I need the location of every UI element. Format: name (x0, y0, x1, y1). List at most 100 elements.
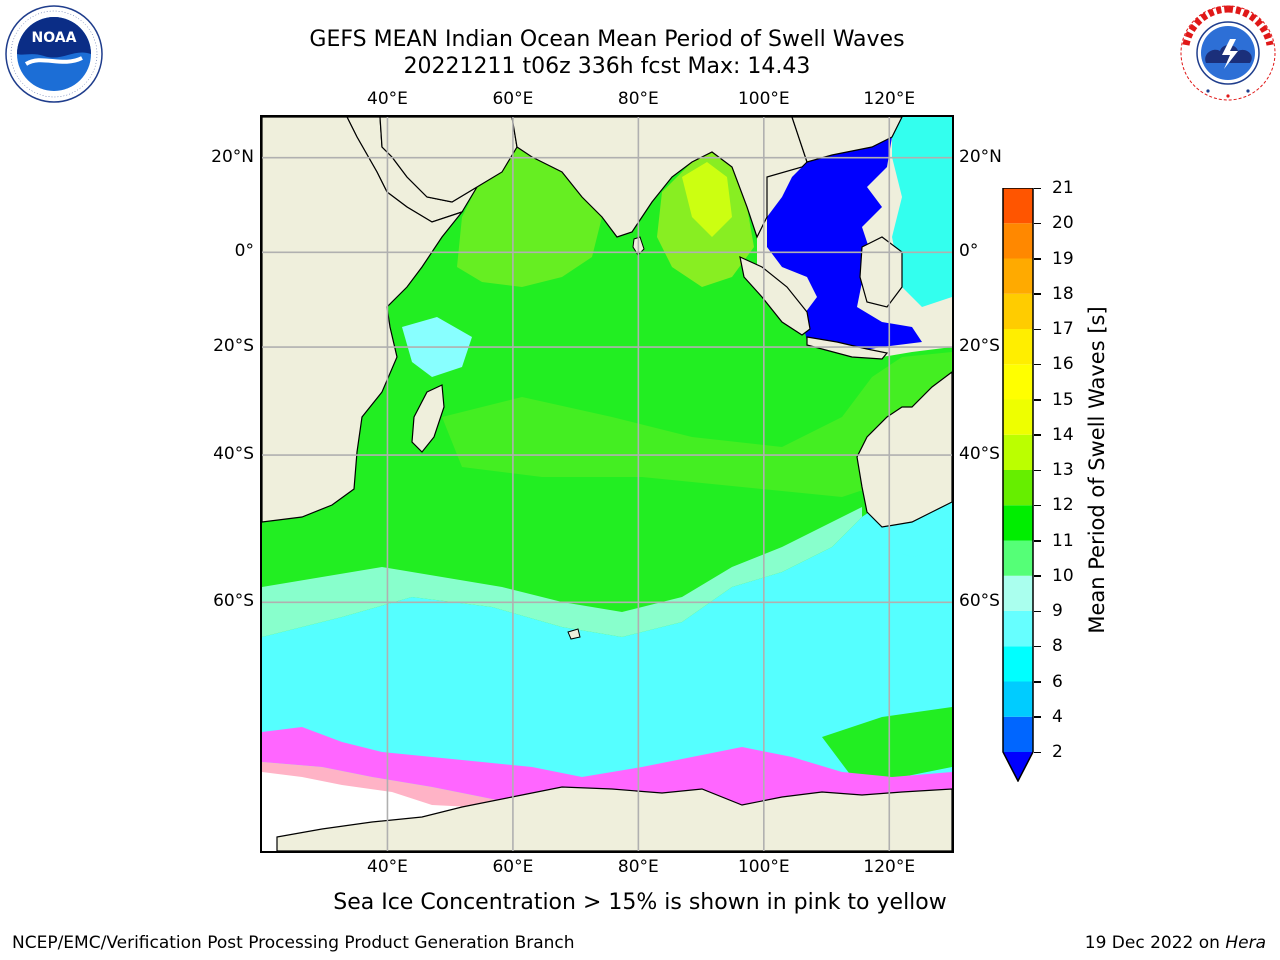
colorbar-tick-label: 2 (1052, 742, 1063, 762)
colorbar-tick-label: 4 (1052, 706, 1063, 727)
left-lat-label: 20°S (213, 336, 254, 357)
colorbar-segment (1003, 434, 1033, 470)
bottom-lon-label: 40°E (367, 857, 408, 877)
top-lon-label: 60°E (492, 89, 534, 109)
colorbar-tick-mark (1034, 399, 1041, 401)
colorbar-tick-mark (1034, 610, 1041, 612)
bottom-lon-label: 100°E (737, 857, 790, 877)
india-land (511, 117, 808, 239)
ocean-field-pacific-edge (892, 117, 952, 307)
top-lon-label: 80°E (617, 89, 659, 109)
chart-title: GEFS MEAN Indian Ocean Mean Period of Sw… (309, 27, 905, 52)
colorbar-tick-mark (1034, 716, 1041, 718)
colorbar-tick-mark (1034, 751, 1041, 753)
ocean-field-yellow-patch (682, 162, 732, 237)
colorbar-outline (1002, 188, 1034, 782)
australia-land (856, 371, 952, 528)
top-lon-label: 100°E (737, 89, 790, 109)
antarctica-land (276, 786, 952, 851)
sea-ice-note: Sea Ice Concentration > 15% is shown in … (0, 889, 1280, 917)
ocean-field-central-band (442, 352, 952, 497)
map-canvas (262, 117, 952, 851)
footer-credit: NCEP/EMC/Verification Post Processing Pr… (12, 933, 575, 953)
africa-east-land (262, 117, 464, 523)
colorbar-segment (1003, 470, 1033, 506)
colorbar-tick-mark (1034, 258, 1041, 260)
colorbar-segment (1003, 716, 1033, 752)
left-lat-label: 20°N (211, 146, 254, 167)
colorbar (1002, 188, 1034, 782)
colorbar-under-triangle (1003, 752, 1033, 781)
colorbar-segment (1003, 223, 1033, 259)
ocean-field-south-china-sea (767, 137, 892, 337)
footer-date: 19 Dec 2022 on Hera (1085, 932, 1266, 954)
bottom-lon-label: 60°E (492, 857, 534, 877)
colorbar-tick-label: 8 (1052, 636, 1063, 657)
sea-ice-note-text: Sea Ice Concentration > 15% is shown in … (333, 890, 947, 915)
noaa-logo-text: NOAA (32, 30, 77, 46)
footer-host: Hera (1225, 933, 1266, 953)
colorbar-tick-mark (1034, 681, 1041, 683)
colorbar-segment (1003, 505, 1033, 541)
colorbar-tick-label: 11 (1052, 530, 1074, 551)
colorbar-tick-mark (1034, 540, 1041, 542)
colorbar-tick-label: 13 (1052, 460, 1074, 480)
colorbar-tick-mark (1034, 328, 1041, 330)
colorbar-tick-mark (1034, 469, 1041, 471)
left-lat-label: 0° (234, 241, 254, 262)
right-lat-label: 40°S (959, 444, 1000, 465)
colorbar-tick-label: 6 (1052, 671, 1063, 692)
chart-subtitle: 20221211 t06z 336h fcst Max: 14.43 (403, 54, 811, 79)
colorbar-segment (1003, 364, 1033, 400)
borneo-land (859, 236, 903, 308)
sumatra-land (739, 255, 811, 336)
colorbar-tick-label: 16 (1052, 354, 1074, 375)
colorbar-tick-mark (1034, 645, 1041, 648)
colorbar-segment (1003, 188, 1033, 224)
colorbar-segment (1003, 646, 1033, 682)
colorbar-tick-mark (1034, 434, 1041, 436)
bottom-lon-label: 80°E (617, 857, 659, 877)
colorbar-tick-label: 14 (1052, 424, 1074, 445)
ocean-field-southeast-green (822, 707, 952, 777)
left-lat-label: 60°S (213, 591, 254, 612)
madagascar-land (411, 384, 445, 453)
colorbar-tick-mark (1034, 222, 1041, 225)
noaa-logo: NOAA (5, 5, 103, 103)
ocean-map (260, 115, 954, 853)
colorbar-tick-label: 17 (1052, 319, 1074, 339)
colorbar-segment (1003, 399, 1033, 435)
colorbar-segment (1003, 329, 1033, 365)
right-lat-label: 20°S (959, 336, 1000, 357)
colorbar-tick-label: 15 (1052, 389, 1074, 410)
colorbar-segment (1003, 540, 1033, 576)
colorbar-tick-label: 9 (1052, 601, 1063, 621)
colorbar-tick-mark (1034, 575, 1041, 577)
bottom-lon-label: 120°E (863, 857, 916, 877)
colorbar-segment (1003, 611, 1033, 647)
colorbar-tick-label: 18 (1052, 283, 1074, 304)
right-lat-label: 20°N (959, 146, 1002, 167)
colorbar-segment (1003, 293, 1033, 329)
top-lon-label: 120°E (863, 89, 916, 109)
colorbar-tick-label: 10 (1052, 565, 1074, 586)
top-lon-label: 40°E (367, 89, 408, 109)
colorbar-tick-label: 12 (1052, 495, 1074, 516)
colorbar-tick-mark (1034, 504, 1041, 507)
colorbar-segment (1003, 575, 1033, 611)
kerguelen-land (567, 628, 581, 640)
colorbar-tick-mark (1034, 363, 1041, 366)
colorbar-segment (1003, 681, 1033, 717)
right-lat-label: 0° (959, 241, 979, 262)
colorbar-segment (1003, 258, 1033, 294)
left-lat-label: 40°S (213, 444, 254, 465)
colorbar-tick-mark (1034, 187, 1041, 189)
colorbar-tick-label: 19 (1052, 248, 1074, 269)
indochina-land (791, 117, 903, 163)
ocean-field-southern-teal (262, 507, 862, 637)
right-lat-label: 60°S (959, 591, 1000, 612)
graticule (262, 117, 952, 851)
footer-date-prefix: 19 Dec 2022 on (1084, 933, 1226, 953)
nws-logo (1180, 5, 1276, 101)
colorbar-tick-label: 21 (1052, 178, 1074, 198)
